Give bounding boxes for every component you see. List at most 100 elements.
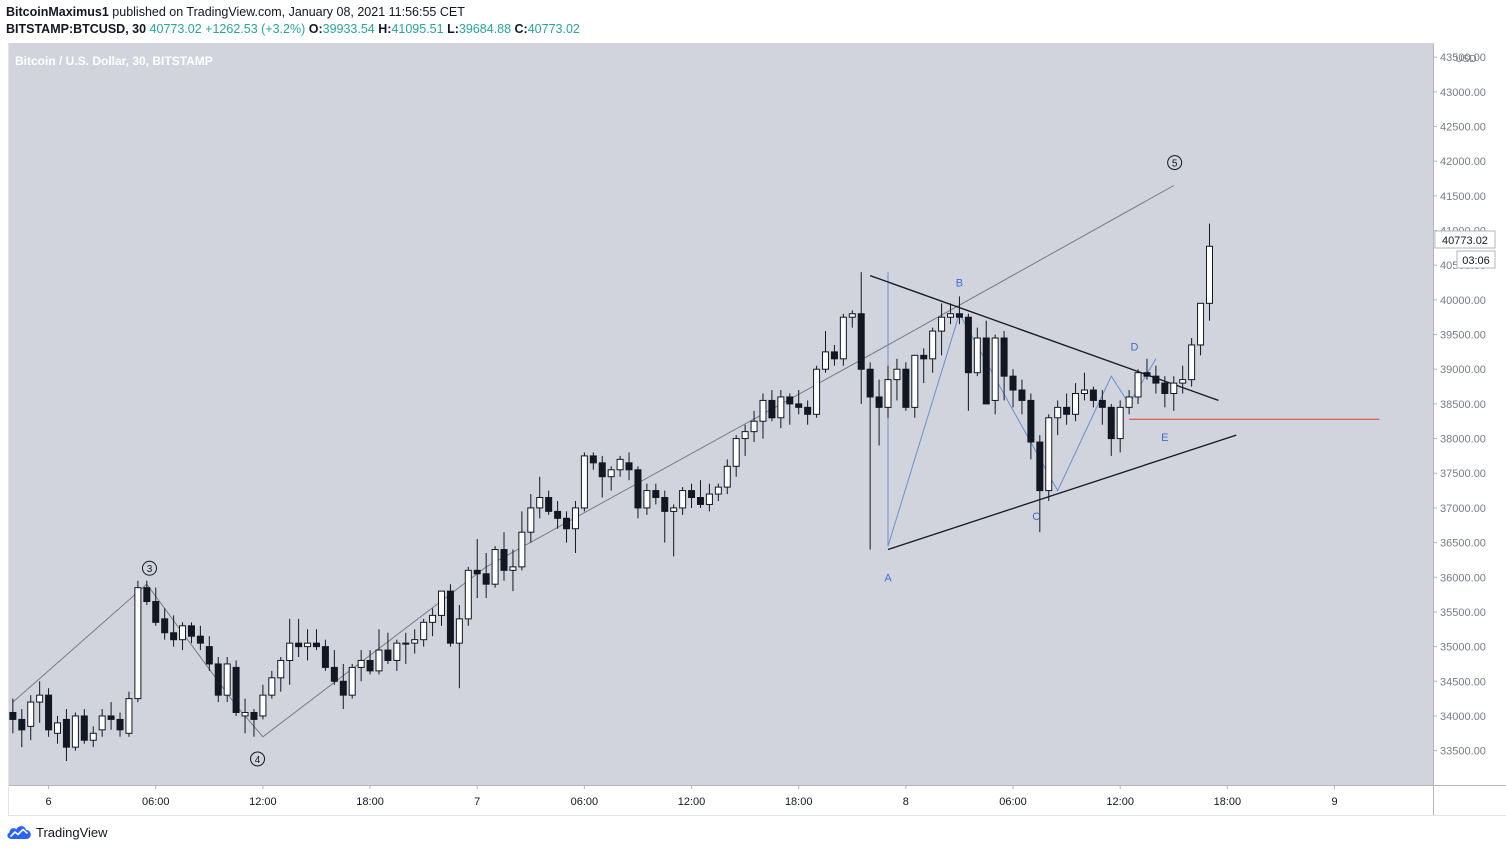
wave-circle [250, 751, 266, 767]
candle-body-up [375, 649, 383, 672]
candle [955, 296, 963, 325]
candle [911, 354, 919, 418]
candle [429, 608, 437, 637]
candle [741, 424, 749, 456]
last-value: 40773.02 [149, 22, 202, 36]
candle-body-down [1098, 399, 1106, 408]
candle [196, 625, 204, 651]
candle [277, 657, 285, 692]
candle-body-down [339, 680, 347, 696]
candle-body-down [688, 490, 696, 499]
candle [723, 459, 731, 495]
footer-brand[interactable]: TradingView [6, 824, 108, 840]
price-tick-label: 39500.00 [1440, 330, 1486, 342]
candle-body-up [464, 569, 472, 620]
candle [18, 709, 26, 748]
candle [1179, 365, 1187, 394]
candle-body-up [357, 659, 365, 668]
candle [420, 618, 428, 647]
time-tick-label: 12:00 [678, 796, 706, 808]
candle [36, 681, 44, 723]
candle-body-up [1197, 302, 1205, 346]
candle-body-down [232, 666, 240, 713]
candle [857, 272, 865, 404]
candle-body-up [134, 587, 142, 700]
candle-body-down [920, 354, 928, 360]
close-value: 40773.02 [527, 22, 580, 36]
candle [509, 549, 517, 592]
candle-body-down [589, 455, 597, 464]
candle-body-down [152, 601, 160, 623]
candle [571, 500, 579, 553]
candle [1116, 400, 1124, 453]
candle-body-down [875, 396, 883, 408]
candle-body-up [277, 659, 285, 679]
candle [205, 636, 213, 671]
candle [759, 393, 767, 439]
candle-body-up [241, 711, 249, 717]
candle [1089, 386, 1097, 408]
candle [143, 580, 151, 606]
price-axis[interactable]: 43500.00 43000.00 42500.00 42000.00 41500.00… [1433, 52, 1486, 758]
candle [339, 663, 347, 710]
wave-circle [1167, 155, 1183, 171]
candle [973, 327, 981, 377]
candle [259, 684, 267, 720]
candle [1000, 331, 1008, 401]
candle [634, 466, 642, 519]
publisher-name[interactable]: BitcoinMaximus1 [6, 5, 109, 19]
candle [839, 313, 847, 366]
candle-body-down [1107, 406, 1115, 440]
candle-body-up [420, 621, 428, 641]
candle [304, 629, 312, 661]
candle-body-up [973, 337, 981, 374]
candle-body-down [500, 549, 508, 571]
candle [732, 435, 740, 477]
candle [357, 650, 365, 682]
candle [384, 632, 392, 664]
price-tick-label: 33500.00 [1440, 746, 1486, 758]
candle-body-down [768, 399, 776, 419]
candle-body-up [438, 590, 446, 616]
price-tick-label: 41500.00 [1440, 191, 1486, 203]
candle [777, 390, 785, 429]
candle [705, 483, 713, 512]
candle [312, 629, 320, 651]
candle [625, 452, 633, 481]
candle-body-down [9, 711, 17, 720]
candle-body-down [366, 659, 374, 672]
candle [563, 511, 571, 543]
candle [116, 712, 124, 737]
candle-body-down [1161, 382, 1169, 394]
time-tick-label: 06:00 [571, 796, 599, 808]
chart-title: Bitcoin / U.S. Dollar, 30, BITSTAMP [15, 54, 213, 68]
time-axis[interactable]: 6 06:00 12:00 18:00 7 06:00 12:00 18:00 8 06:00 12… [46, 785, 1338, 808]
candle [679, 487, 687, 515]
candle [554, 500, 562, 529]
candle-body-down [696, 497, 704, 505]
candle [1152, 365, 1160, 394]
candle [161, 608, 169, 640]
candle-body-down [330, 666, 338, 682]
candle-body-down [955, 313, 963, 318]
candle [98, 709, 106, 737]
low-label: L: [447, 22, 459, 36]
wave-letter-label: C [1032, 511, 1040, 523]
candle [232, 660, 240, 716]
candle [813, 365, 821, 418]
candle-body-up [839, 316, 847, 360]
candle-body-down [545, 497, 553, 512]
change-value: +1262.53 (+3.2%) [205, 22, 306, 36]
candle-body-up [670, 507, 678, 512]
candle-body-down [196, 635, 204, 644]
chart-plot-background [8, 43, 1433, 785]
candle-body-up [679, 490, 687, 509]
candle-body-up [616, 458, 624, 471]
candles [9, 223, 1213, 762]
candle-body-up [393, 642, 401, 661]
price-tick-label: 42000.00 [1440, 156, 1486, 168]
price-tick-label: 34500.00 [1440, 676, 1486, 688]
candle [134, 580, 142, 703]
